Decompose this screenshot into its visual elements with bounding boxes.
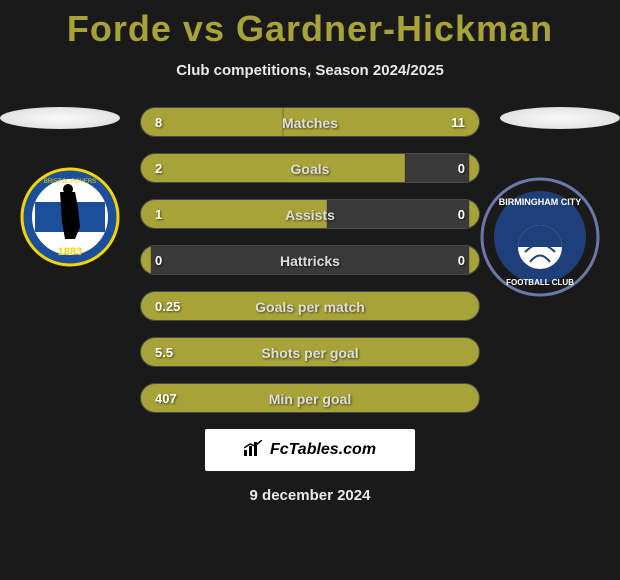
stat-label: Matches <box>141 108 479 136</box>
stat-row: Shots per goal5.5 <box>140 337 480 367</box>
stat-label: Assists <box>141 200 479 228</box>
stat-value-left: 0 <box>155 246 162 274</box>
page-title: Forde vs Gardner-Hickman <box>0 0 620 50</box>
stat-value-left: 0.25 <box>155 292 180 320</box>
svg-text:FOOTBALL CLUB: FOOTBALL CLUB <box>506 278 574 287</box>
brand-badge: FcTables.com <box>205 429 415 471</box>
chart-icon <box>244 440 264 461</box>
date-text: 9 december 2024 <box>0 487 620 504</box>
stat-label: Goals <box>141 154 479 182</box>
club-badge-left: 1883 BRISTOL ROVERS <box>20 167 120 267</box>
stat-label: Min per goal <box>141 384 479 412</box>
stat-row: Goals2 0 <box>140 153 480 183</box>
stat-value-left: 5.5 <box>155 338 173 366</box>
stat-label: Shots per goal <box>141 338 479 366</box>
subtitle: Club competitions, Season 2024/2025 <box>0 62 620 79</box>
stat-label: Goals per match <box>141 292 479 320</box>
stat-value-left: 407 <box>155 384 177 412</box>
comparison-panel: 1883 BRISTOL ROVERS BIRMINGHAM CITY FOOT… <box>0 107 620 413</box>
stat-value-left: 8 <box>155 108 162 136</box>
ellipse-left <box>0 107 120 129</box>
stat-row: Assists1 0 <box>140 199 480 229</box>
badge-year: 1883 <box>58 246 82 258</box>
stat-value-right: 0 <box>458 246 465 274</box>
stat-value-right: 0 <box>458 154 465 182</box>
stat-value-right: 11 <box>451 108 465 136</box>
bristol-rovers-badge-icon: 1883 BRISTOL ROVERS <box>20 167 120 267</box>
stat-label: Hattricks <box>141 246 479 274</box>
stat-row: Min per goal407 <box>140 383 480 413</box>
svg-text:BRISTOL ROVERS: BRISTOL ROVERS <box>44 179 96 185</box>
birmingham-city-badge-icon: BIRMINGHAM CITY FOOTBALL CLUB <box>480 177 600 297</box>
ellipse-right <box>500 107 620 129</box>
club-badge-right: BIRMINGHAM CITY FOOTBALL CLUB <box>480 177 600 297</box>
stat-value-right: 0 <box>458 200 465 228</box>
stat-row: Goals per match0.25 <box>140 291 480 321</box>
brand-text: FcTables.com <box>270 441 376 459</box>
stat-bars: Matches811Goals20Assists10Hattricks00Goa… <box>140 107 480 413</box>
stat-row: Matches8 11 <box>140 107 480 137</box>
svg-text:BIRMINGHAM CITY: BIRMINGHAM CITY <box>499 197 582 207</box>
stat-row: Hattricks0 0 <box>140 245 480 275</box>
stat-value-left: 2 <box>155 154 162 182</box>
stat-value-left: 1 <box>155 200 162 228</box>
